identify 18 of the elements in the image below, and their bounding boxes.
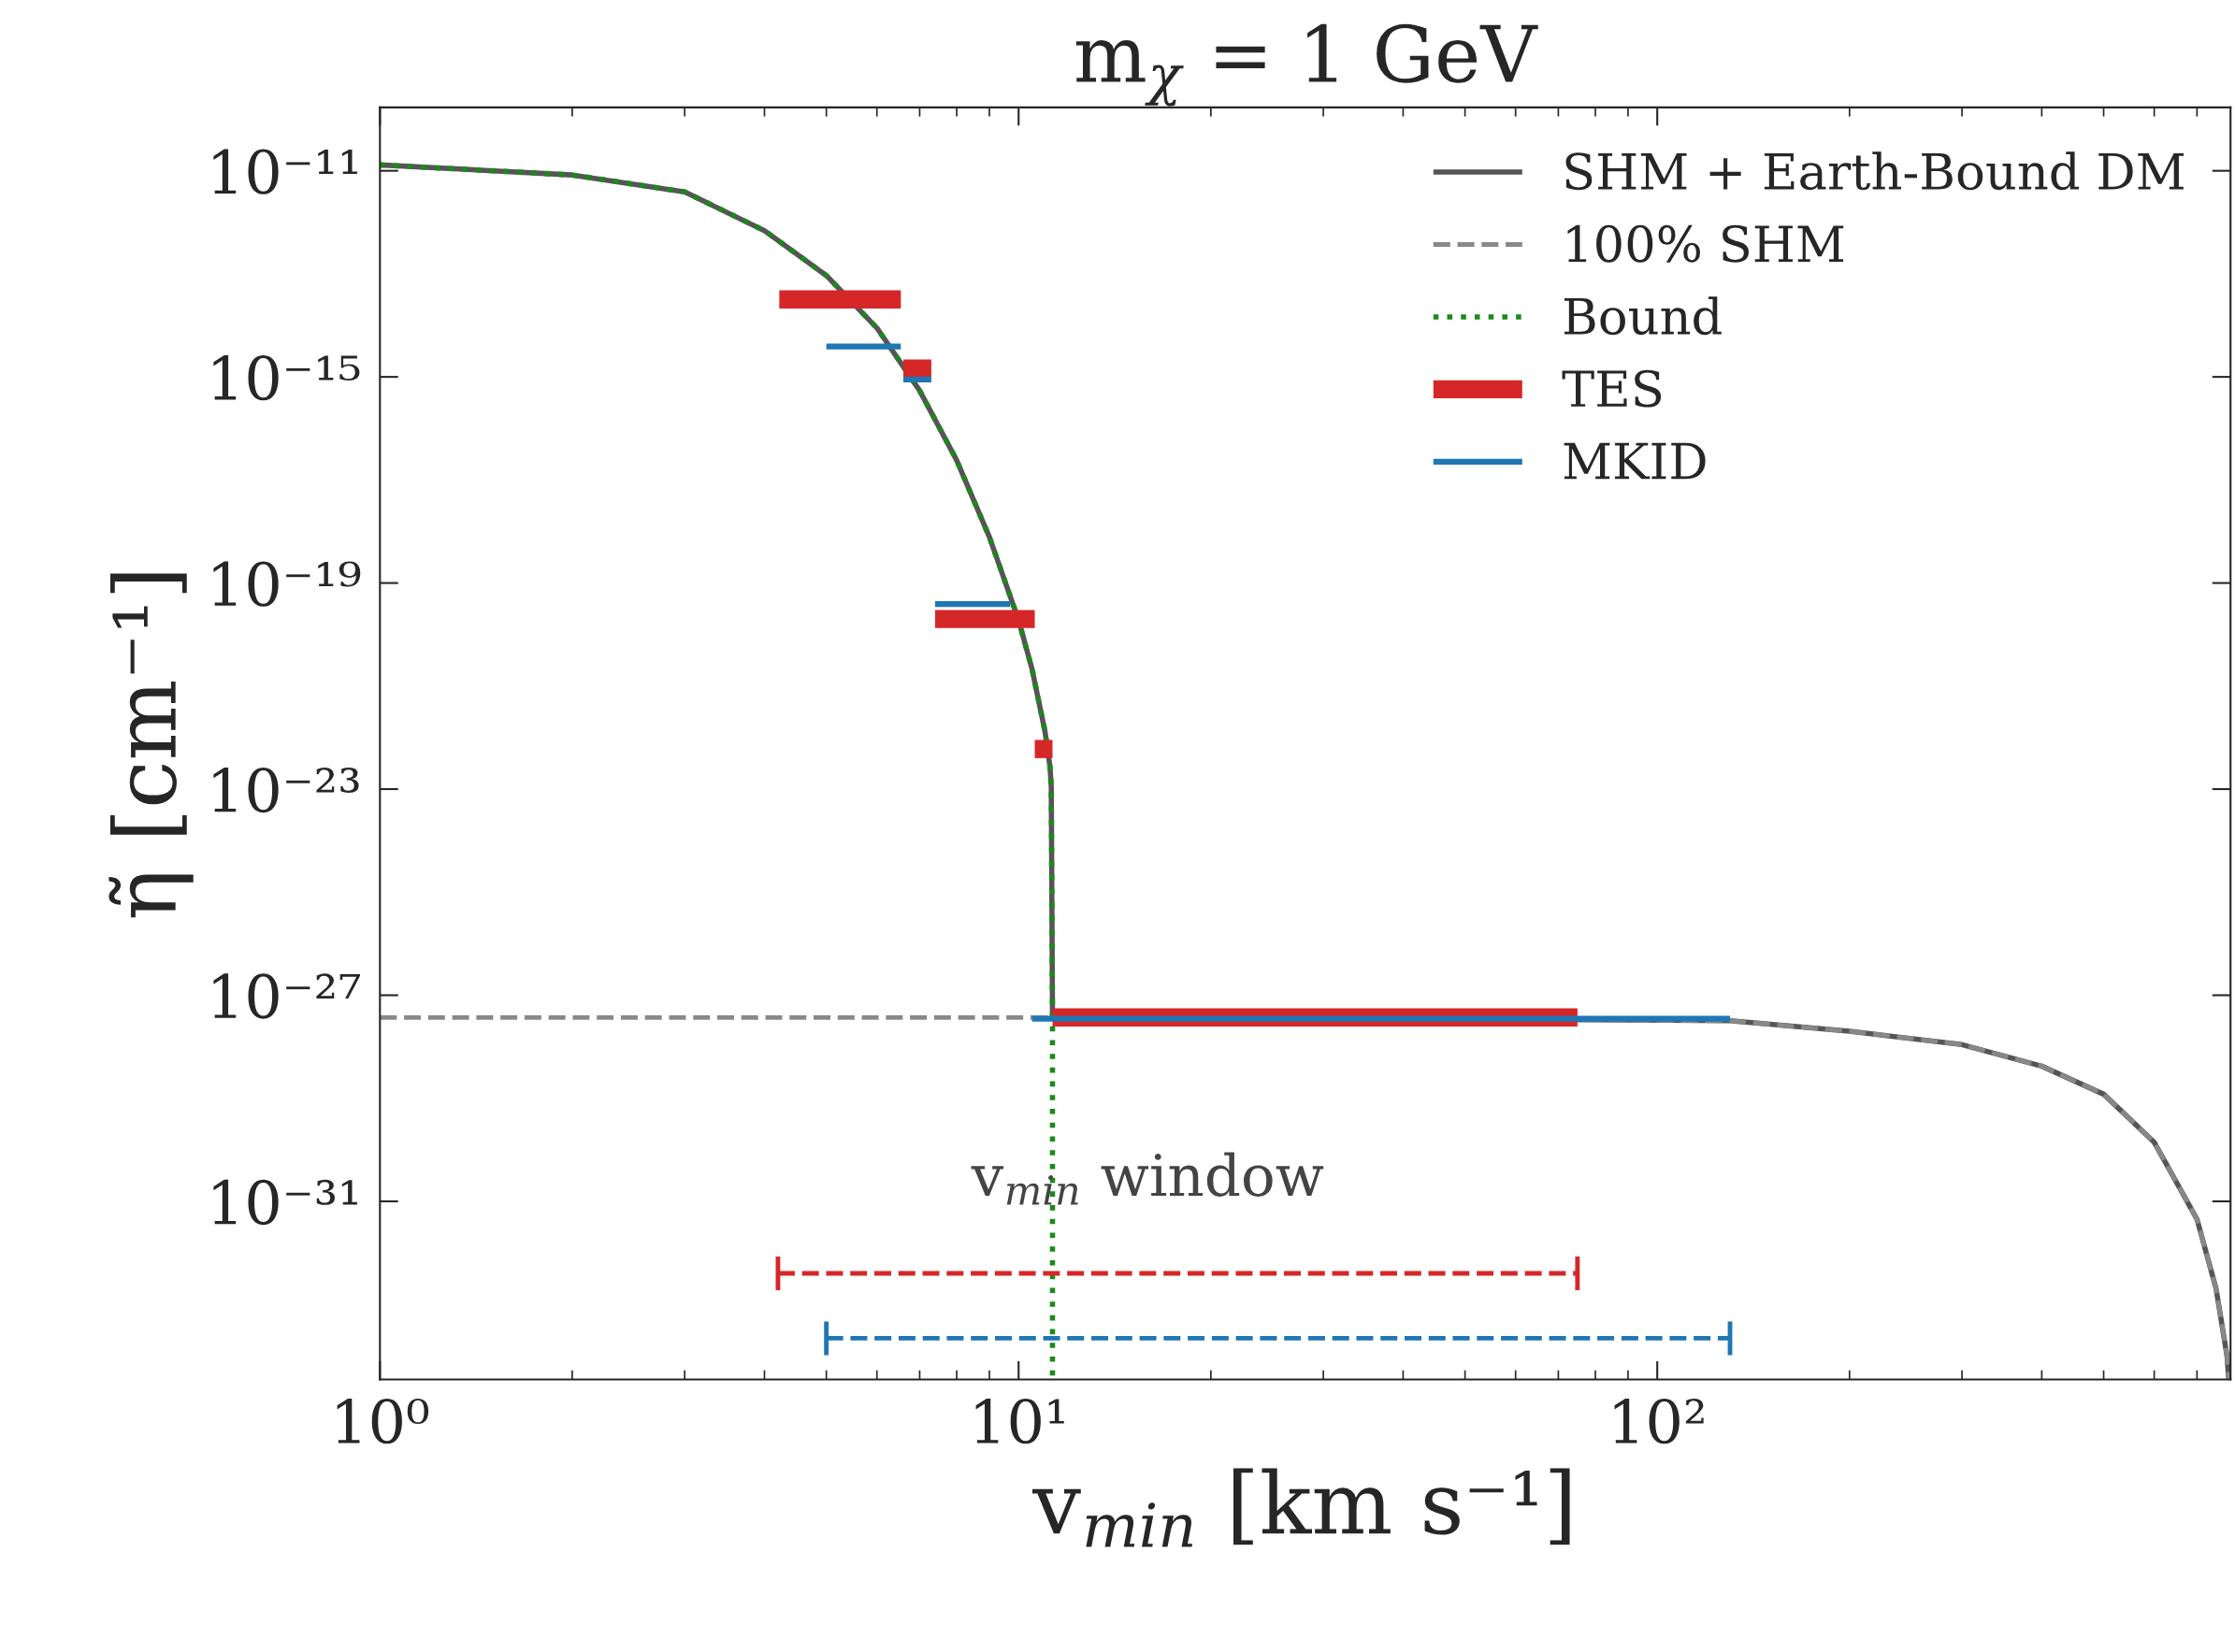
chart-title: m$_{χ}$ = 1 GeV (1075, 23, 1538, 107)
x-axis-title: v$_{min}$ [km s⁻¹] (1031, 1468, 1570, 1547)
legend-label: SHM + Earth-Bound DM (1565, 151, 2185, 191)
y-tick-label: 10⁻¹⁵ (213, 354, 360, 401)
legend-label: Bound (1564, 296, 1722, 336)
y-tick-label: 10⁻¹¹ (213, 149, 357, 194)
x-tick-label: 10¹ (975, 1399, 1064, 1444)
x-tick-label: 10² (1614, 1399, 1704, 1444)
y-tick-label: 10⁻³¹ (213, 1179, 357, 1226)
annotation: v$_{min}$ window (971, 1152, 1324, 1205)
legend-label: TES (1562, 369, 1662, 408)
y-tick-label: 10⁻²³ (213, 767, 359, 813)
y-axis-title: η̃ [cm⁻¹] (108, 573, 194, 918)
y-tick-label: 10⁻¹⁹ (213, 561, 361, 607)
legend-label: 100% SHM (1567, 224, 1844, 263)
legend-label: MKID (1564, 442, 1706, 480)
y-tick-label: 10⁻²⁷ (213, 973, 360, 1019)
x-tick-label: 10⁰ (337, 1399, 429, 1444)
